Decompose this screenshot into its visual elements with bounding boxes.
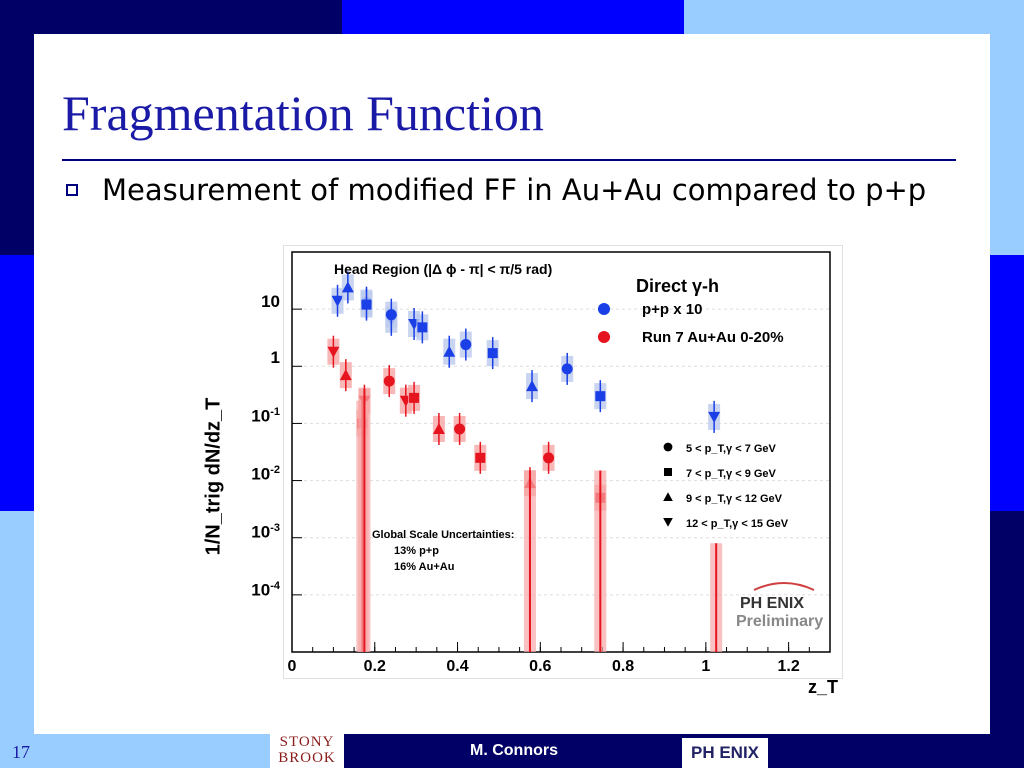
auau-data-point <box>542 441 555 474</box>
phenix-arc-icon <box>753 582 815 591</box>
phenix-logo: PH ENIX <box>682 738 768 768</box>
x-tick-label: 0.6 <box>529 658 551 675</box>
y-axis-label: 1/N_trig dN/dz_T <box>202 397 225 556</box>
pp-data-point <box>459 328 472 361</box>
legend-label: p+p x 10 <box>642 301 702 318</box>
y-tick-exponent: -4 <box>270 580 280 592</box>
stony-brook-logo: STONY BROOK <box>270 734 344 768</box>
y-tick-exponent: -1 <box>270 406 280 418</box>
auau-data-point <box>408 381 421 414</box>
legend-marker <box>597 302 611 316</box>
x-axis-label: z_T <box>808 677 839 697</box>
y-tick-label: 10-3 <box>251 522 280 542</box>
data-marker <box>595 391 606 402</box>
pp-data-point <box>526 370 539 403</box>
auau-data-point <box>432 412 445 445</box>
slide-title: Fragmentation Function <box>62 85 544 141</box>
data-marker <box>443 345 456 357</box>
stony-brook-logo-text: STONY BROOK <box>278 734 336 766</box>
data-marker <box>475 452 486 463</box>
ff-chart: 0 0.2 0.4 0.6 0.8 1 1.2 Head Region (|Δ ϕ - π| … <box>288 251 831 675</box>
marker-legend-icon <box>664 468 672 476</box>
y-tick-label: 10-1 <box>251 406 280 426</box>
marker-legend-label: 12 < p_T,γ < 15 GeV <box>686 518 789 530</box>
pp-data-point <box>360 288 373 321</box>
y-tick-label: 10-2 <box>251 464 280 484</box>
pp-data-point <box>341 271 354 304</box>
y-tick-label: 1 <box>270 348 280 367</box>
data-marker <box>561 363 573 375</box>
x-tick-label: 0 <box>288 658 297 675</box>
y-tick-label: 10 <box>261 292 280 311</box>
pp-data-point <box>708 400 721 433</box>
marker-legend-icon <box>663 518 673 527</box>
pp-data-point <box>594 380 607 413</box>
auau-data-point <box>474 441 487 474</box>
scale-uncertainty-text: 13% p+p <box>394 545 439 557</box>
data-marker <box>526 380 539 392</box>
marker-legend-icon <box>663 442 673 452</box>
plot-panel: 0 0.2 0.4 0.6 0.8 1 1.2 Head Region (|Δ ϕ - π| … <box>283 245 843 679</box>
legend-title: Direct γ-h <box>636 276 719 296</box>
x-tick-label: 0.8 <box>612 658 634 675</box>
data-marker <box>383 375 395 387</box>
y-tick-exponent: -2 <box>270 464 280 476</box>
data-marker <box>361 299 372 310</box>
data-marker <box>327 346 340 358</box>
data-marker <box>543 452 555 464</box>
pp-data-point <box>486 337 499 370</box>
auau-data-point <box>383 365 396 398</box>
marker-legend-label: 7 < p_T,γ < 9 GeV <box>686 468 777 480</box>
preliminary-watermark-text: Preliminary <box>736 613 823 630</box>
pp-data-point <box>416 311 429 344</box>
scale-uncertainty-text: Global Scale Uncertainties: <box>372 529 514 541</box>
data-marker <box>385 309 397 321</box>
x-tick-label: 0.2 <box>364 658 386 675</box>
title-divider <box>62 159 956 161</box>
pp-data-point <box>385 298 398 331</box>
pp-data-point <box>561 352 574 385</box>
data-marker <box>432 422 445 434</box>
data-marker <box>409 392 420 403</box>
data-marker <box>341 281 354 293</box>
data-marker <box>708 411 721 423</box>
data-marker <box>487 348 498 359</box>
marker-legend-label: 9 < p_T,γ < 12 GeV <box>686 493 783 505</box>
slide-number: 17 <box>12 742 30 762</box>
data-marker <box>460 339 472 351</box>
x-tick-label: 1.2 <box>777 658 799 675</box>
auau-data-point <box>327 335 340 368</box>
auau-data-point <box>339 359 352 392</box>
data-marker <box>331 295 344 307</box>
marker-legend-icon <box>663 492 673 501</box>
data-marker <box>454 423 466 435</box>
data-marker <box>339 369 352 381</box>
y-tick-label: 10-4 <box>251 580 280 600</box>
data-marker <box>417 322 428 333</box>
chart-title: Head Region (|Δ ϕ - π| < π/5 rad) <box>334 261 552 277</box>
x-tick-label: 0.4 <box>446 658 468 675</box>
scale-uncertainty-text: 16% Au+Au <box>394 561 454 573</box>
legend-label: Run 7 Au+Au 0-20% <box>642 329 784 346</box>
y-tick-exponent: -3 <box>270 522 280 534</box>
square-bullet-icon <box>66 184 78 196</box>
phenix-watermark-text: PH ENIX <box>740 595 804 612</box>
bullet-text: Measurement of modified FF in Au+Au comp… <box>102 173 927 207</box>
pp-data-point <box>331 284 344 317</box>
footer-author: M. Connors <box>470 742 558 759</box>
legend-marker <box>597 330 611 344</box>
pp-data-point <box>443 335 456 368</box>
x-tick-label: 1 <box>701 658 710 675</box>
marker-legend-label: 5 < p_T,γ < 7 GeV <box>686 443 777 455</box>
auau-data-point <box>453 412 466 445</box>
